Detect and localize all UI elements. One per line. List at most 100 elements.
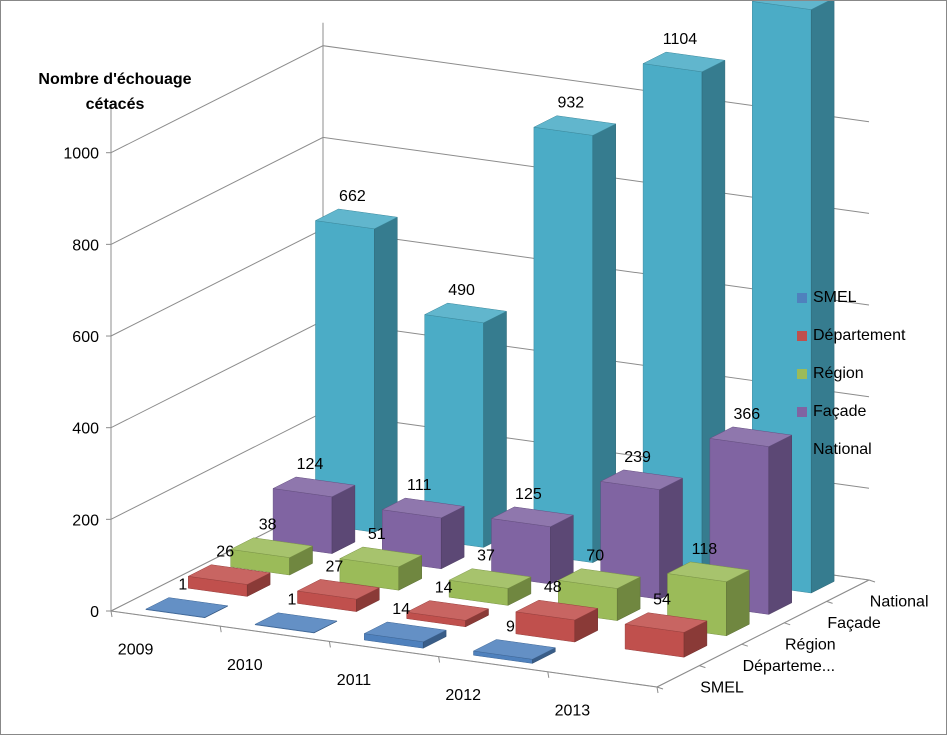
bar-top-face — [490, 506, 575, 527]
bar-faade-2009 — [272, 476, 356, 555]
bar-rgion-2013 — [666, 561, 751, 637]
y-axis-title-line-2: cétacés — [85, 96, 145, 113]
data-label: 27 — [326, 558, 344, 575]
bar-top-face — [666, 561, 751, 582]
data-label: 51 — [368, 526, 386, 543]
data-label: 1 — [178, 576, 187, 593]
data-label: 366 — [733, 406, 760, 423]
bar-top-face — [557, 568, 641, 589]
x-tick-mark — [219, 626, 222, 633]
bar-top-face — [381, 497, 465, 519]
data-label: 38 — [259, 517, 277, 534]
bar-side-face — [374, 216, 398, 533]
data-label: 239 — [624, 449, 651, 466]
data-label: 48 — [544, 579, 562, 596]
bar-top-face — [624, 612, 708, 633]
bar-front-face — [533, 126, 594, 563]
legend-label: SMEL — [813, 289, 857, 306]
depth-tick-mark — [826, 600, 833, 604]
y-tick-label: 0 — [90, 604, 99, 621]
bar-faade-2011 — [490, 506, 575, 585]
y-tick-label: 800 — [72, 237, 99, 254]
x-tick-label: 2013 — [555, 702, 591, 719]
bar-rgion-2011 — [448, 568, 532, 606]
y-tick-label: 400 — [72, 421, 99, 438]
depth-tick-label: SMEL — [700, 679, 744, 696]
bar-top-face — [448, 568, 532, 589]
legend-item: SMEL — [797, 279, 906, 317]
bar-dpartement-2009 — [187, 564, 271, 597]
bar-top-face — [472, 639, 557, 660]
legend: SMEL Département Région Façade National — [797, 279, 906, 469]
bar-national-2009 — [314, 208, 399, 533]
bar-top-face — [515, 599, 599, 621]
legend-swatch — [797, 369, 807, 379]
bar-side-face — [768, 434, 792, 615]
bar-dpartement-2013 — [624, 612, 708, 658]
legend-item: Département — [797, 317, 906, 355]
bar-dpartement-2012 — [515, 599, 599, 643]
legend-item: Région — [797, 355, 906, 393]
bar-top-face — [272, 476, 356, 498]
legend-item: Façade — [797, 393, 906, 431]
depth-tick-mark — [741, 643, 748, 647]
y-tick-label: 1000 — [63, 146, 99, 163]
x-tick-label: 2012 — [445, 687, 481, 704]
bar-top-face — [405, 600, 490, 621]
bar-side-face — [331, 484, 356, 555]
x-tick-label: 2010 — [227, 657, 263, 674]
legend-label: Département — [813, 327, 906, 344]
legend-label: Région — [813, 365, 864, 382]
bar-smel-2011 — [363, 621, 447, 649]
legend-label: Façade — [813, 403, 867, 420]
data-label: 70 — [586, 548, 604, 565]
data-label: 932 — [557, 95, 584, 112]
bar-national-2010 — [423, 302, 508, 548]
data-label: 490 — [448, 282, 475, 299]
bar-top-face — [363, 621, 447, 643]
legend-item: National — [797, 431, 906, 469]
bar-top-face — [533, 115, 617, 136]
data-label: 1104 — [663, 31, 698, 48]
depth-tick-label: Région — [785, 637, 836, 654]
depth-tick-mark — [699, 665, 706, 669]
bar-smel-2009 — [145, 597, 229, 619]
y-tick-label: 200 — [72, 512, 99, 529]
depth-tick-mark — [656, 686, 664, 690]
depth-tick-label: Départeme... — [743, 658, 835, 675]
data-label: 37 — [477, 548, 495, 565]
data-label: 9 — [506, 618, 515, 635]
x-tick-mark — [110, 610, 113, 618]
bar-top-face — [599, 469, 684, 490]
data-label: 118 — [692, 541, 718, 558]
bar-top-face — [339, 546, 423, 568]
bar-top-face — [709, 426, 793, 447]
bar-top-face — [187, 564, 271, 585]
legend-label: National — [813, 441, 872, 458]
y-tick-label: 600 — [72, 329, 99, 346]
depth-tick-label: Façade — [827, 615, 880, 632]
legend-swatch — [797, 445, 807, 455]
depth-tick-label: National — [870, 594, 929, 611]
data-label: 14 — [392, 601, 410, 618]
bar-top-face — [751, 1, 829, 10]
bar-faade-2012 — [599, 469, 684, 600]
x-tick-mark — [547, 671, 550, 678]
y-axis-title-line-1: Nombre d'échouage — [38, 71, 192, 88]
data-label: 26 — [216, 544, 234, 561]
bar-top-face — [254, 612, 338, 633]
bar-top-face — [229, 537, 314, 558]
bar-smel-2012 — [472, 639, 557, 664]
depth-tick-mark — [868, 579, 876, 583]
legend-swatch — [797, 293, 807, 303]
legend-swatch — [797, 407, 807, 417]
bar-rgion-2009 — [229, 537, 314, 576]
bar-top-face — [642, 51, 726, 73]
legend-swatch — [797, 331, 807, 341]
data-label: 1 — [288, 592, 297, 609]
bar-top-face — [296, 579, 381, 600]
bar-side-face — [810, 1, 835, 594]
bar-top-face — [423, 302, 508, 324]
